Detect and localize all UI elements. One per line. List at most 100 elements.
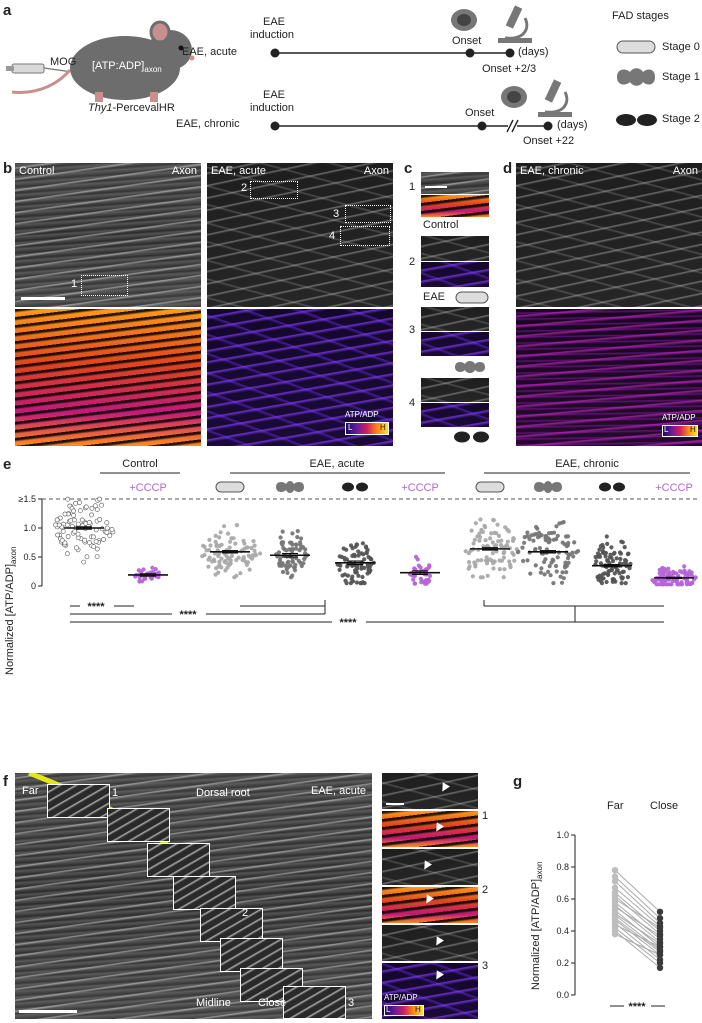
panel-letter-g: g xyxy=(513,773,523,790)
data-point xyxy=(657,571,662,576)
data-point xyxy=(490,551,495,556)
data-point xyxy=(522,540,527,545)
pair-line xyxy=(614,906,661,937)
micrograph-acute-axon: EAE, acute Axon 2 3 4 xyxy=(207,163,393,307)
data-point xyxy=(343,578,348,583)
c-inset-3-ratio xyxy=(421,332,489,356)
data-point xyxy=(107,533,113,539)
data-point xyxy=(79,517,85,523)
data-point xyxy=(77,508,83,514)
data-point xyxy=(693,575,698,580)
data-point xyxy=(602,551,607,556)
data-point xyxy=(478,575,483,580)
micrograph-control-axon: Control Axon 1 xyxy=(15,163,201,307)
data-point xyxy=(494,543,499,548)
data-point xyxy=(101,537,106,542)
data-point xyxy=(539,566,544,571)
roi-label-1: 1 xyxy=(71,278,78,290)
data-point xyxy=(82,537,88,543)
data-point xyxy=(609,567,615,572)
roi-box-3 xyxy=(345,205,391,223)
data-point xyxy=(668,582,673,587)
data-point xyxy=(502,549,507,555)
group-header: Control xyxy=(122,458,157,470)
data-point xyxy=(475,534,480,539)
group-header: EAE, acute xyxy=(309,458,364,470)
data-point xyxy=(507,559,512,564)
data-point xyxy=(104,520,110,526)
data-point xyxy=(605,572,611,578)
data-point xyxy=(671,571,676,576)
data-point xyxy=(359,566,364,571)
data-point xyxy=(682,564,687,569)
data-point xyxy=(354,542,359,547)
thy1-label: Thy1-PercevalHR xyxy=(88,102,175,114)
roi-label-2: 2 xyxy=(241,182,248,194)
data-point xyxy=(213,572,218,577)
data-point xyxy=(104,529,110,535)
data-point xyxy=(566,560,571,565)
data-point xyxy=(216,553,221,558)
data-point xyxy=(298,542,303,547)
data-point xyxy=(294,546,299,551)
scale-bar xyxy=(425,186,447,188)
group-header: EAE, chronic xyxy=(555,458,619,470)
stage2-icon xyxy=(616,114,657,126)
data-point xyxy=(565,556,571,561)
data-point xyxy=(345,573,350,578)
data-point xyxy=(280,569,286,575)
data-point xyxy=(622,545,627,550)
data-point xyxy=(484,555,489,560)
data-point xyxy=(560,570,565,575)
data-point xyxy=(226,531,231,536)
data-point xyxy=(684,578,689,583)
tile-label-1: 1 xyxy=(112,787,119,799)
data-point xyxy=(563,534,569,539)
roi-box-2 xyxy=(250,181,298,199)
data-point xyxy=(496,539,501,544)
data-point xyxy=(363,544,369,549)
data-point xyxy=(542,572,547,577)
data-point xyxy=(280,529,285,534)
chart-e-significance: **** **** **** xyxy=(70,600,664,629)
micrograph-control-ratio xyxy=(15,309,201,446)
data-point xyxy=(617,571,622,576)
micrograph-acute-ratio: ATP/ADP L H xyxy=(207,309,393,446)
c-control-label: Control xyxy=(423,219,459,231)
pair-line xyxy=(614,927,661,964)
data-point xyxy=(533,547,538,552)
data-point xyxy=(290,573,295,578)
eae-induction-2-a: EAE xyxy=(263,89,286,101)
panel-letter-f: f xyxy=(3,773,8,790)
data-point xyxy=(623,581,628,586)
data-point xyxy=(299,536,304,541)
microscope-icon xyxy=(498,5,532,43)
data-point xyxy=(298,546,303,551)
data-point xyxy=(559,580,565,585)
far-point xyxy=(611,931,619,938)
eae-induction-1-a: EAE xyxy=(263,16,286,28)
data-point xyxy=(510,550,515,555)
data-point xyxy=(572,540,577,545)
data-point xyxy=(293,562,298,567)
data-point xyxy=(562,565,568,570)
data-point xyxy=(212,558,217,564)
data-point xyxy=(344,557,349,562)
tile xyxy=(220,938,283,972)
data-point xyxy=(136,568,141,573)
data-point xyxy=(295,535,300,540)
eae-induction-1-b: induction xyxy=(250,29,295,41)
data-point xyxy=(65,534,71,539)
micrograph-chronic-axon: EAE, chronic Axon xyxy=(516,163,702,307)
cccp-label: +CCCP xyxy=(401,482,439,494)
y-tick-label: 0.6 xyxy=(556,894,569,904)
data-point xyxy=(555,533,560,538)
panel-letter-e: e xyxy=(3,456,12,473)
data-point xyxy=(252,543,257,548)
data-point xyxy=(92,503,98,509)
data-point xyxy=(491,561,496,566)
data-point xyxy=(612,571,617,576)
data-point xyxy=(278,535,283,540)
data-point xyxy=(288,563,293,568)
scale-bar xyxy=(19,1010,77,1013)
